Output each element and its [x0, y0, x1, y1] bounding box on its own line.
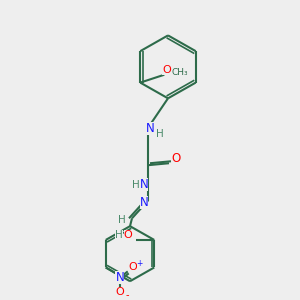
Text: CH₃: CH₃	[172, 68, 189, 77]
Text: N: N	[140, 178, 148, 191]
Text: N: N	[146, 122, 154, 135]
Text: O: O	[162, 65, 171, 75]
Text: N: N	[140, 196, 148, 209]
Text: +: +	[136, 259, 143, 268]
Text: H: H	[118, 215, 126, 225]
Text: O: O	[116, 287, 124, 297]
Text: O: O	[124, 230, 133, 240]
Text: H: H	[116, 230, 123, 240]
Text: O: O	[128, 262, 137, 272]
Text: N: N	[116, 271, 124, 284]
Text: H: H	[156, 129, 164, 139]
Text: -: -	[126, 290, 130, 300]
Text: H: H	[132, 180, 140, 190]
Text: O: O	[171, 152, 181, 165]
